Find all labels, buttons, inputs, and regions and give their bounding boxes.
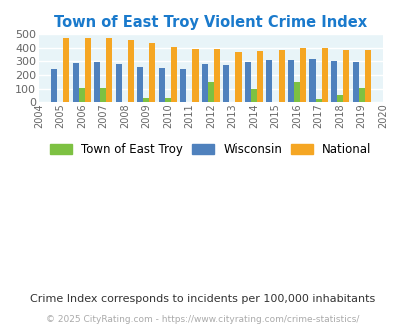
Bar — [171, 47, 177, 102]
Bar — [51, 69, 57, 102]
Bar — [180, 69, 186, 102]
Bar — [149, 43, 155, 102]
Bar — [352, 62, 358, 102]
Bar — [106, 38, 112, 102]
Bar — [63, 38, 69, 102]
Bar — [94, 62, 100, 102]
Bar — [137, 67, 143, 102]
Bar — [364, 50, 370, 102]
Bar — [85, 38, 91, 102]
Bar — [336, 95, 342, 102]
Bar — [73, 63, 79, 102]
Bar — [115, 64, 122, 102]
Legend: Town of East Troy, Wisconsin, National: Town of East Troy, Wisconsin, National — [46, 138, 375, 161]
Bar — [201, 64, 207, 102]
Bar — [309, 59, 315, 102]
Bar — [235, 52, 241, 102]
Bar — [164, 98, 171, 102]
Text: Crime Index corresponds to incidents per 100,000 inhabitants: Crime Index corresponds to incidents per… — [30, 294, 375, 304]
Bar — [342, 50, 348, 102]
Bar — [213, 50, 220, 102]
Bar — [330, 61, 336, 102]
Bar — [321, 49, 327, 102]
Bar — [244, 62, 250, 102]
Bar — [315, 99, 321, 102]
Bar — [128, 40, 134, 102]
Bar — [158, 68, 164, 102]
Bar — [79, 88, 85, 102]
Title: Town of East Troy Violent Crime Index: Town of East Troy Violent Crime Index — [54, 15, 367, 30]
Bar — [266, 60, 272, 102]
Bar — [207, 82, 213, 102]
Bar — [250, 88, 256, 102]
Text: © 2025 CityRating.com - https://www.cityrating.com/crime-statistics/: © 2025 CityRating.com - https://www.city… — [46, 315, 359, 324]
Bar — [223, 65, 229, 102]
Bar — [299, 48, 305, 102]
Bar — [192, 50, 198, 102]
Bar — [100, 88, 106, 102]
Bar — [278, 50, 284, 102]
Bar — [143, 98, 149, 102]
Bar — [287, 60, 293, 102]
Bar — [293, 82, 299, 102]
Bar — [256, 51, 262, 102]
Bar — [358, 88, 364, 102]
